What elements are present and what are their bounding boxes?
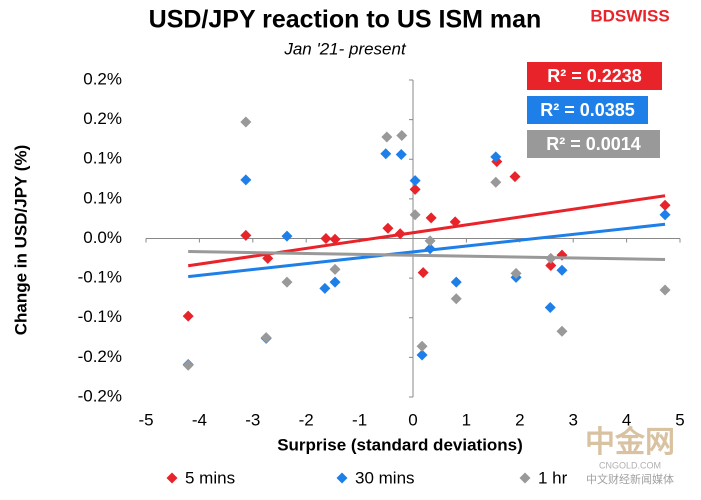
point <box>659 284 671 296</box>
point <box>659 199 671 211</box>
point <box>320 233 332 244</box>
r2-label: R² = 0.0014 <box>546 134 641 154</box>
watermark: 中文财经新闻媒体 <box>586 472 674 486</box>
point <box>319 282 331 294</box>
y-tick-label: -0.2% <box>78 386 122 405</box>
point <box>417 267 429 279</box>
point <box>182 310 194 322</box>
point <box>182 359 194 371</box>
x-tick-label: -1 <box>352 410 367 429</box>
x-tick-label: 3 <box>568 410 577 429</box>
point <box>281 230 293 242</box>
point <box>240 174 252 186</box>
x-tick-label: -3 <box>245 410 260 429</box>
r2-box <box>527 130 660 158</box>
point <box>416 340 428 352</box>
x-axis-label: Surprise (standard deviations) <box>277 435 523 454</box>
legend-label: 1 hr <box>538 468 568 487</box>
chart-subtitle: Jan '21- present <box>283 39 407 58</box>
x-tick-label: 4 <box>622 410 631 429</box>
point <box>281 276 293 288</box>
legend-label: 30 mins <box>355 468 415 487</box>
point <box>556 264 568 276</box>
point <box>424 235 436 247</box>
point <box>382 222 394 234</box>
chart-title: USD/JPY reaction to US ISM man <box>149 6 542 34</box>
y-tick-label: 0.1% <box>83 149 122 168</box>
y-tick-label: 0.0% <box>83 228 122 247</box>
y-tick-label: 0.2% <box>83 69 122 88</box>
point <box>450 276 462 288</box>
trend-line <box>188 250 666 261</box>
r2-box <box>527 96 648 124</box>
watermark: 中金网 <box>585 425 675 459</box>
point <box>425 212 437 224</box>
legend-marker <box>336 472 348 484</box>
point <box>240 116 252 128</box>
point <box>424 243 436 255</box>
point <box>240 229 252 241</box>
point <box>262 252 274 264</box>
legend-marker <box>166 472 178 484</box>
point <box>329 263 341 275</box>
legend-label: 5 mins <box>185 468 235 487</box>
x-tick-label: -4 <box>192 410 207 429</box>
point <box>510 267 522 279</box>
y-tick-label: 0.1% <box>83 188 122 207</box>
y-tick-label: -0.1% <box>78 307 122 326</box>
point <box>329 233 341 245</box>
point <box>409 183 421 195</box>
point <box>395 148 407 160</box>
y-axis-label: Change in USD/JPY (%) <box>11 145 30 336</box>
x-tick-label: -5 <box>138 410 153 429</box>
x-tick-label: 1 <box>462 410 471 429</box>
y-tick-label: -0.2% <box>78 347 122 366</box>
watermark: CNGOLD.COM <box>599 460 661 470</box>
point <box>260 332 272 344</box>
point <box>409 175 421 187</box>
point <box>509 171 521 183</box>
r2-box <box>527 62 662 90</box>
x-tick-label: -2 <box>299 410 314 429</box>
point <box>329 276 341 288</box>
x-tick-label: 5 <box>675 410 684 429</box>
point <box>556 325 568 337</box>
legend-marker <box>519 472 531 484</box>
x-tick-label: 2 <box>515 410 524 429</box>
point <box>659 209 671 221</box>
point <box>450 293 462 305</box>
x-tick-label: 0 <box>408 410 417 429</box>
point <box>544 301 556 313</box>
point <box>545 259 557 271</box>
r2-label: R² = 0.2238 <box>547 66 642 86</box>
point <box>416 349 428 361</box>
point <box>449 216 461 228</box>
point <box>394 228 406 240</box>
point <box>490 151 502 163</box>
y-tick-label: 0.2% <box>83 109 122 128</box>
y-tick-label: -0.1% <box>78 268 122 287</box>
point <box>409 209 421 221</box>
point <box>380 148 392 160</box>
point <box>490 176 502 188</box>
point <box>381 131 393 143</box>
point <box>545 252 557 264</box>
point <box>396 129 408 141</box>
logo: BDSWISS <box>590 6 669 25</box>
r2-label: R² = 0.0385 <box>540 100 635 120</box>
